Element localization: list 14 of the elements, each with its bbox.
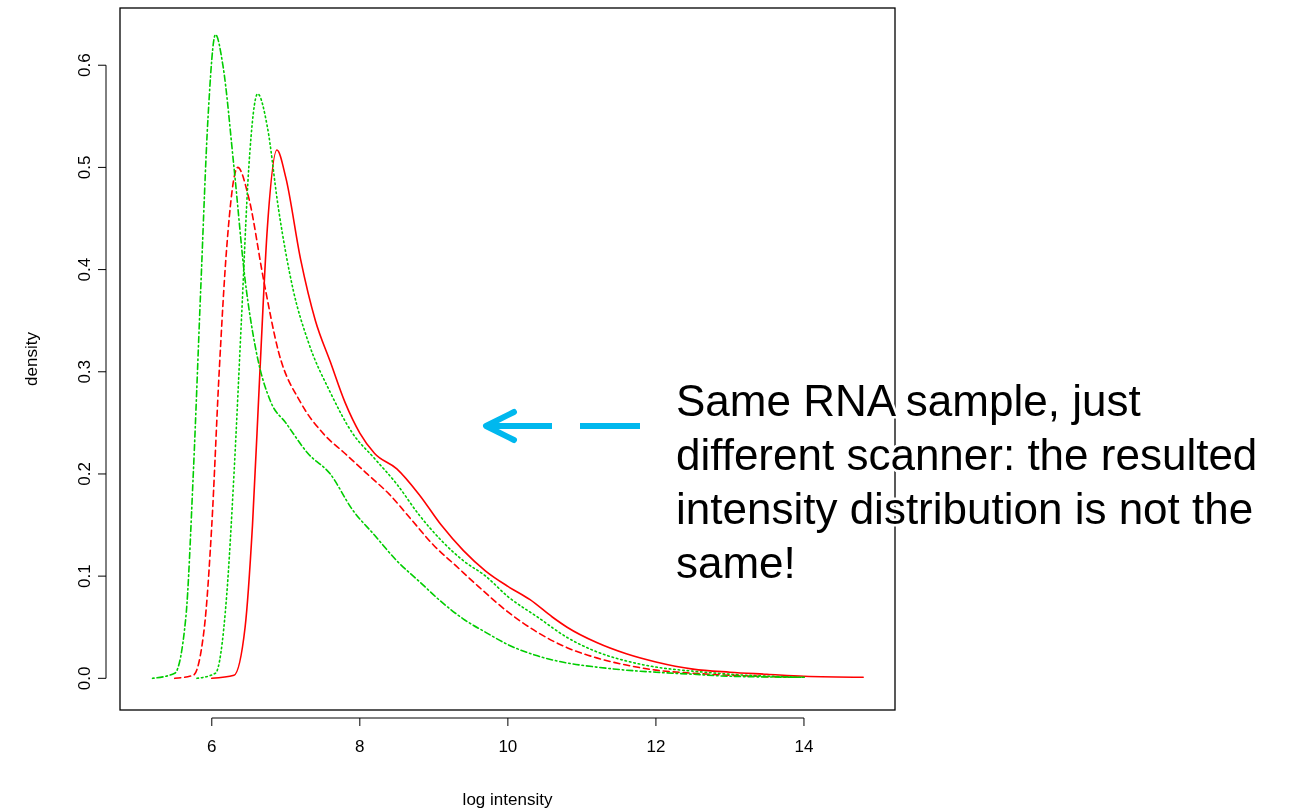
- x-axis-title: log intensity: [462, 790, 553, 809]
- y-tick-label: 0.0: [75, 666, 94, 691]
- y-tick-label: 0.4: [75, 257, 94, 282]
- x-tick-label: 10: [498, 737, 518, 756]
- x-tick-label: 12: [646, 737, 666, 756]
- y-tick-label: 0.6: [75, 53, 94, 78]
- y-tick-label: 0.3: [75, 359, 94, 384]
- x-tick-label: 8: [355, 737, 365, 756]
- y-tick-label: 0.1: [75, 564, 94, 588]
- y-tick-label: 0.5: [75, 155, 94, 180]
- x-tick-label: 6: [207, 737, 217, 756]
- x-tick-label: 14: [794, 737, 814, 756]
- y-axis-title: density: [22, 331, 41, 386]
- y-tick-label: 0.2: [75, 462, 94, 486]
